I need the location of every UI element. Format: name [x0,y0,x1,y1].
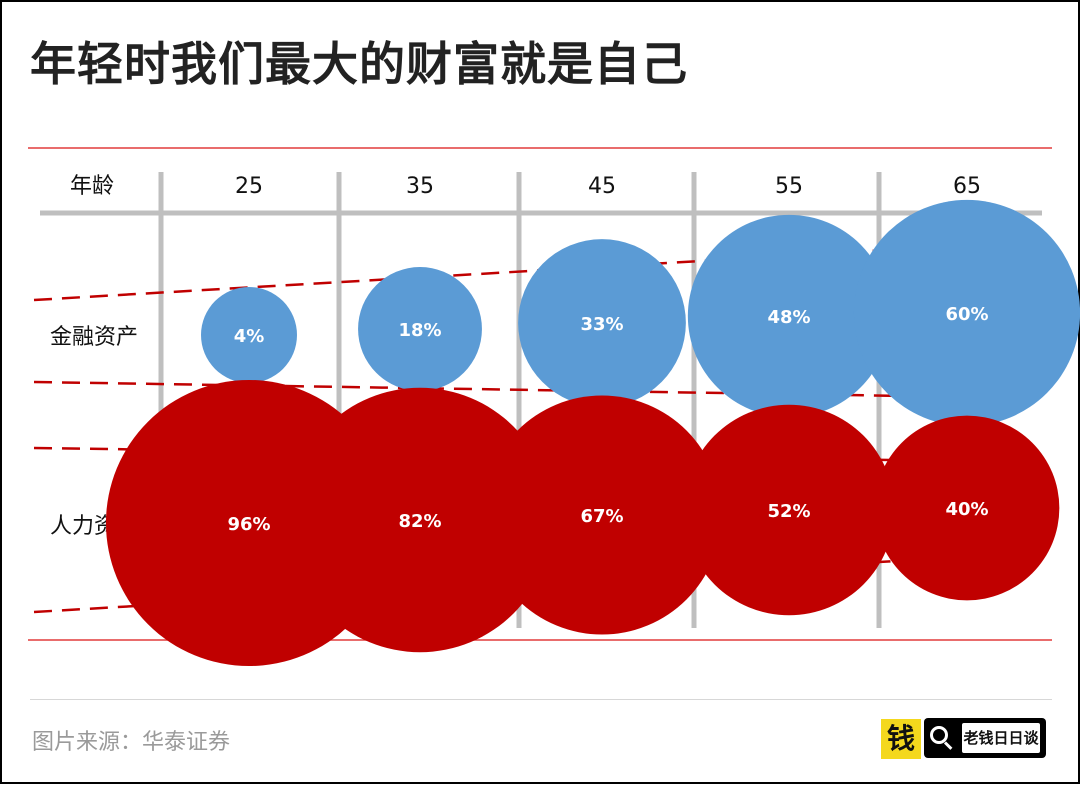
bubble-value-label: 48% [767,307,810,328]
bubble [518,239,686,407]
bubble-value-label: 33% [580,314,623,335]
chart-title: 年轻时我们最大的财富就是自己 [30,37,688,91]
bubble [358,267,482,391]
bubble [687,214,891,418]
age-tick-label: 25 [235,174,263,199]
age-tick-label: 45 [588,174,616,199]
age-tick-label: 55 [775,174,803,199]
brand-badge: 老钱日日谈 [924,718,1046,758]
qian-logo-icon: 钱 [881,719,921,759]
bubble-value-label: 82% [398,511,441,532]
bubble [683,404,895,616]
brand-badge-label: 老钱日日谈 [962,723,1040,753]
bubble-value-label: 40% [945,499,988,520]
bubble-value-label: 52% [767,501,810,522]
bubble [853,199,1080,427]
source-note: 图片来源：华泰证券 [32,730,231,755]
bubble [287,387,553,653]
series-row-label: 金融资产 [50,325,138,350]
x-header-label: 年龄 [70,174,114,199]
bubble-value-label: 96% [227,514,270,535]
footer-divider [30,699,1052,700]
age-tick-label: 35 [406,174,434,199]
bubble-value-label: 60% [945,304,988,325]
bubble [874,415,1060,601]
bubble [482,395,722,635]
bubble [201,287,297,383]
age-tick-label: 65 [953,174,981,199]
bubble-value-label: 67% [580,506,623,527]
bubble-value-label: 18% [398,320,441,341]
magnifier-icon [930,726,954,750]
bubble-value-label: 4% [234,326,265,347]
